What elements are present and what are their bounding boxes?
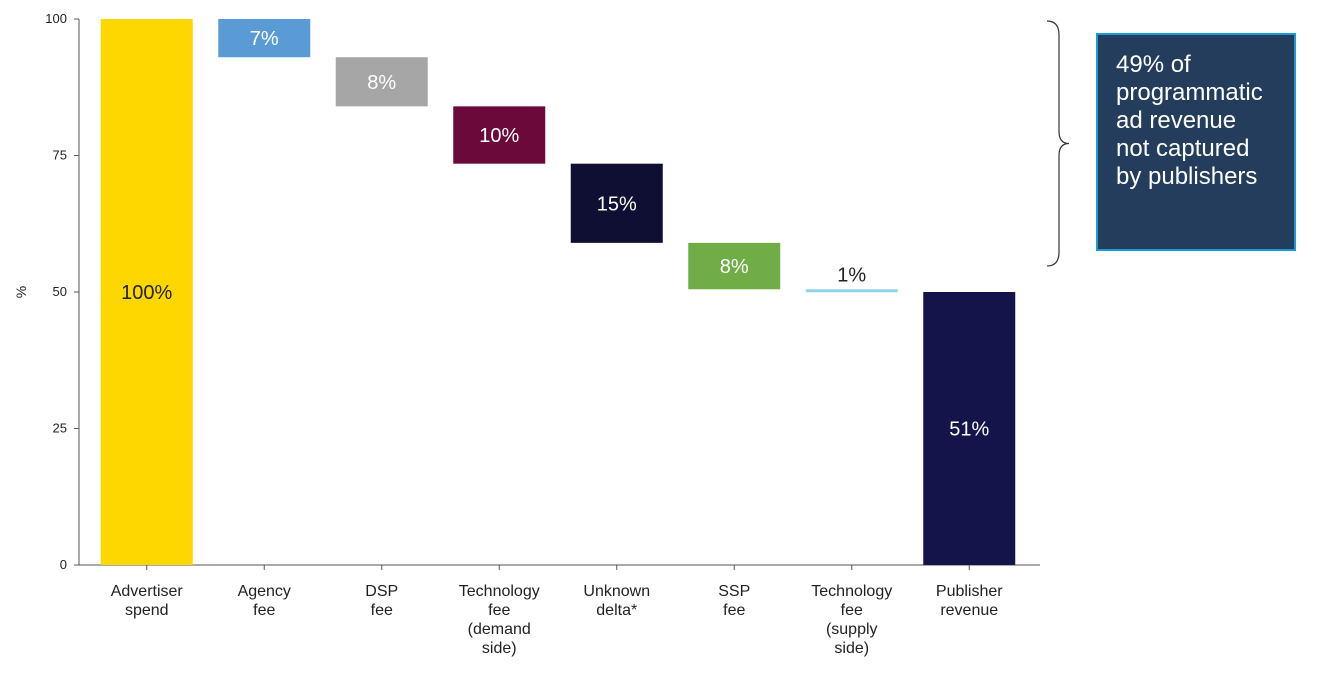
callout-line: ad revenue xyxy=(1116,107,1237,134)
callout-line: not captured xyxy=(1116,135,1250,162)
callout-line: 49% of xyxy=(1116,51,1191,78)
bar xyxy=(570,163,663,243)
bar xyxy=(453,106,546,164)
y-tick-label: 75 xyxy=(53,148,67,163)
bar-value-label: 15% xyxy=(597,193,637,215)
bar-value-label: 1% xyxy=(837,264,866,286)
y-axis-label: % xyxy=(13,286,29,298)
y-tick-label: 0 xyxy=(60,557,67,572)
bar-value-label: 10% xyxy=(479,125,519,147)
x-category-label: Technology fee (supply side) xyxy=(811,583,892,657)
bar-value-label: 100% xyxy=(121,282,172,304)
bar-value-label: 51% xyxy=(949,419,989,441)
x-category-label: Agency fee xyxy=(238,583,291,619)
annotation-callout: 49% of programmatic ad revenue not captu… xyxy=(1096,33,1296,251)
bar xyxy=(805,289,898,293)
bar xyxy=(218,19,311,58)
bar-value-label: 7% xyxy=(250,28,279,50)
bar xyxy=(688,242,781,290)
bar-value-label: 8% xyxy=(367,72,396,94)
callout-line: programmatic xyxy=(1116,79,1263,106)
callout-line: by publishers xyxy=(1116,163,1258,190)
x-category-label: Technology fee (demand side) xyxy=(459,583,540,657)
curly-brace xyxy=(1046,20,1070,267)
x-category-label: Unknown delta* xyxy=(583,583,650,619)
x-category-label: SSP fee xyxy=(718,583,750,619)
y-tick-label: 25 xyxy=(53,421,67,436)
x-category-label: Publisher revenue xyxy=(936,583,1003,619)
bar xyxy=(335,57,428,107)
x-category-label: DSP fee xyxy=(365,583,398,619)
y-tick-label: 50 xyxy=(53,284,67,299)
bar-value-label: 8% xyxy=(720,256,749,278)
bar xyxy=(923,292,1016,565)
bar xyxy=(100,19,193,565)
y-tick-label: 100 xyxy=(45,11,67,26)
x-category-label: Advertiser spend xyxy=(111,583,184,619)
